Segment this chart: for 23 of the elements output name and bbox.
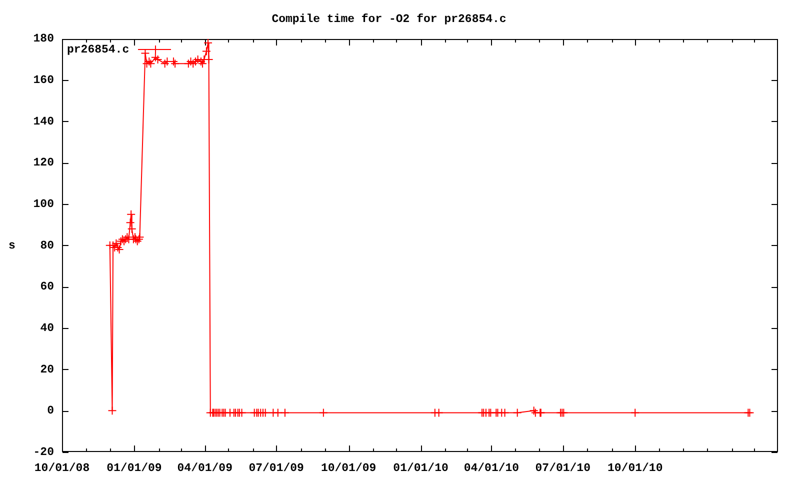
x-tick-label: 04/01/10	[464, 462, 520, 475]
y-tick-label: 20	[40, 363, 54, 376]
y-tick-label: 40	[40, 322, 54, 335]
series-label: pr26854.c	[67, 43, 130, 56]
y-tick-label: 180	[33, 32, 54, 46]
x-tick-label: 01/01/09	[106, 462, 162, 475]
x-tick-label: 01/01/10	[393, 462, 448, 475]
y-tick-label: -20	[33, 446, 54, 459]
x-tick-label: 07/01/09	[248, 462, 304, 475]
chart-title: Compile time for -O2 for pr26854.c	[272, 12, 506, 26]
y-tick-label: 140	[33, 115, 54, 128]
y-tick-label: 0	[47, 404, 54, 418]
y-axis-title: s	[8, 239, 16, 252]
x-tick-label: 10/01/09	[320, 462, 376, 475]
y-tick-label: 160	[33, 74, 54, 88]
y-tick-label: 80	[40, 239, 54, 252]
x-tick-label: 10/01/10	[608, 462, 663, 475]
x-tick-label: 04/01/09	[177, 462, 233, 475]
x-tick-label: 10/01/08	[34, 462, 90, 475]
y-tick-label: 120	[33, 156, 54, 170]
y-tick-label: 100	[33, 198, 54, 211]
y-tick-label: 60	[40, 280, 54, 294]
x-tick-label: 07/01/10	[535, 462, 591, 475]
